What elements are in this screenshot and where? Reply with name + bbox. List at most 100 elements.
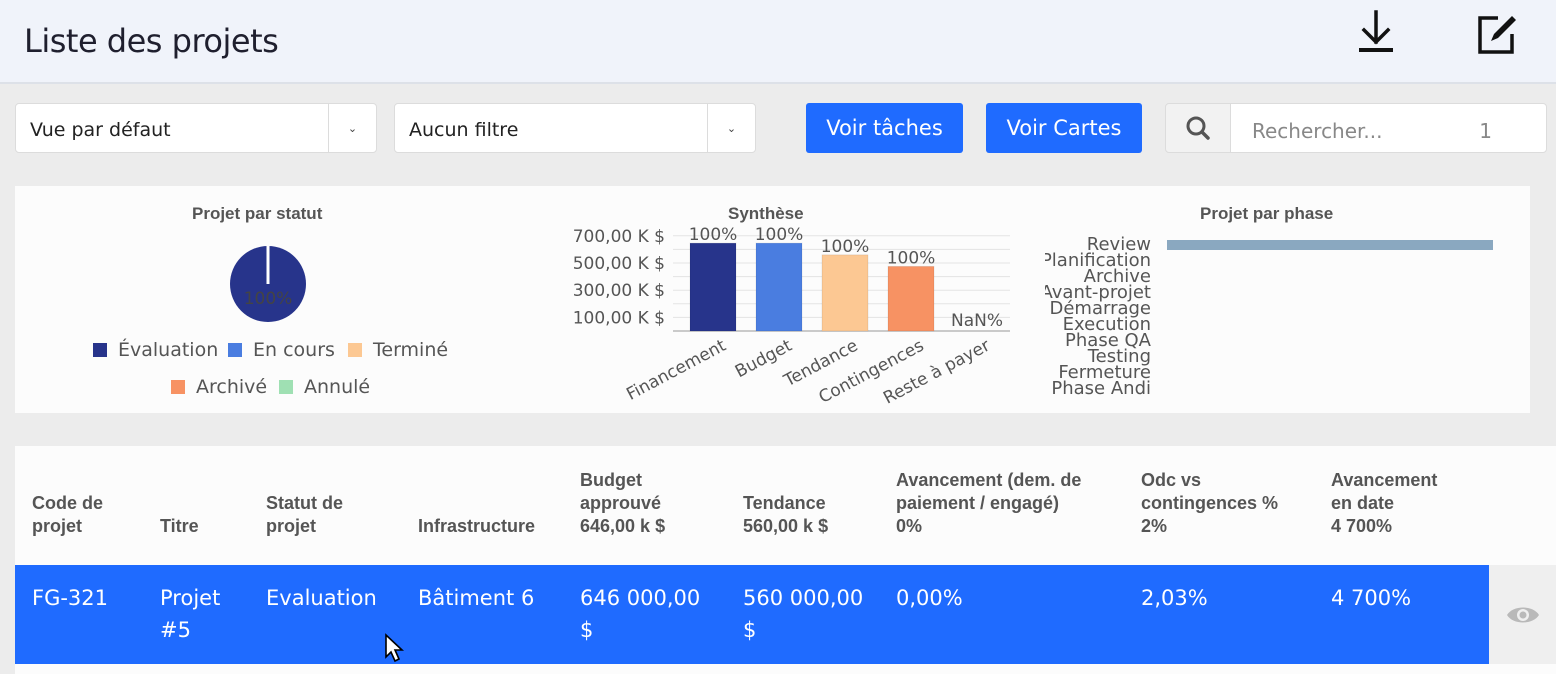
phase-chart-title: Projet par phase (1200, 204, 1334, 223)
column-header-line: Odc vs (1141, 470, 1202, 490)
column-header-line: paiement / engagé) (896, 493, 1060, 513)
legend-item[interactable]: Terminé (348, 339, 448, 361)
synthese-bar-chart: 100,00 K $ 300,00 K $ 500,00 K $ 700,00 K $… (573, 226, 1010, 409)
y-tick-label: 300,00 K $ (573, 281, 665, 301)
column-header-line: Budget (580, 470, 642, 490)
bar[interactable] (689, 242, 737, 332)
view-row-button[interactable] (1489, 565, 1556, 664)
table-cell-line: 646 000,00 (580, 586, 701, 610)
table-cell-line: $ (743, 618, 757, 642)
legend-item[interactable]: Annulé (279, 376, 370, 398)
page-header: Liste des projets (0, 0, 1556, 84)
table-cell: 0,00% (896, 582, 963, 614)
column-header-line: Avancement (1331, 470, 1438, 490)
y-tick-label: Avant-projet (1045, 282, 1151, 303)
column-header-line: Avancement (dem. de (896, 470, 1082, 490)
x-tick-label: Financement (623, 336, 729, 405)
table-cell-line: 2,03% (1141, 586, 1208, 610)
filter-select[interactable]: Aucun filtre ⌄ (394, 103, 756, 153)
search-placeholder: Rechercher... (1252, 119, 1383, 143)
bar-data-label: 100% (887, 248, 936, 268)
legend-swatch (228, 343, 242, 357)
table-cell-line: Bâtiment 6 (418, 586, 535, 610)
eye-icon (1506, 607, 1539, 622)
bar[interactable] (1167, 240, 1493, 250)
y-tick-label: 100,00 K $ (573, 308, 665, 328)
column-header-line: 0% (896, 516, 923, 536)
legend-swatch (171, 380, 185, 394)
legend-item[interactable]: Archivé (171, 376, 267, 398)
view-select[interactable]: Vue par défaut ⌄ (15, 103, 377, 153)
table-cell-line: Evaluation (266, 586, 377, 610)
column-header-line: projet (32, 516, 83, 536)
column-header[interactable]: Statut de projet (266, 492, 343, 538)
column-header[interactable]: Avancement en date 4 700% (1331, 469, 1437, 538)
view-cards-button[interactable]: Voir Cartes (986, 103, 1142, 153)
column-header[interactable]: Code de projet (32, 492, 103, 538)
bar[interactable] (755, 242, 803, 332)
status-pie-chart: 100% (230, 246, 306, 322)
phase-bar-chart: ReviewPlanificationArchiveAvant-projetDé… (1045, 236, 1493, 399)
search-icon (1186, 116, 1210, 140)
legend-label: Terminé (373, 339, 449, 361)
table-cell-line: $ (580, 618, 594, 642)
column-header-line: 2% (1141, 516, 1168, 536)
y-tick-label: Phase Andi (1051, 378, 1151, 399)
legend-label: Annulé (304, 376, 371, 398)
column-header[interactable]: Infrastructure (418, 515, 535, 538)
column-header-line: en date (1331, 493, 1395, 513)
column-header-line: Titre (160, 516, 199, 536)
y-tick-label: 700,00 K $ (573, 227, 665, 247)
legend-swatch (93, 343, 107, 357)
bar-data-label: 100% (689, 226, 738, 245)
edit-icon[interactable] (1474, 8, 1518, 56)
table-cell: 560 000,00 $ (743, 582, 863, 646)
mouse-cursor-icon (385, 633, 405, 663)
column-header[interactable]: Avancement (dem. de paiement / engagé) 0% (896, 469, 1081, 538)
y-tick-label: Planification (1045, 250, 1151, 271)
column-header[interactable]: Tendance 560,00 k $ (743, 492, 828, 538)
y-tick-label: Review (1087, 236, 1151, 255)
legend-label: En cours (253, 339, 335, 361)
y-tick-label: Phase QA (1065, 330, 1152, 351)
pie-data-label: 100% (244, 289, 293, 309)
table-cell: FG-321 (32, 582, 108, 614)
chevron-down-icon[interactable]: ⌄ (707, 104, 755, 152)
table-cell-line: FG-321 (32, 586, 109, 610)
table-cell: 4 700% (1331, 582, 1411, 614)
charts-panel: Projet par statut 100% Évaluation En cour… (15, 186, 1530, 413)
table-cell-line: #5 (160, 618, 191, 642)
search-button[interactable] (1165, 103, 1231, 153)
table-cell: Bâtiment 6 (418, 582, 534, 614)
table-cell: Evaluation (266, 582, 377, 614)
bar-data-label: 100% (821, 237, 870, 257)
synthese-chart-title: Synthèse (728, 204, 804, 223)
bar[interactable] (887, 265, 935, 332)
y-tick-label: Démarrage (1049, 298, 1151, 319)
result-count: 1 (1479, 119, 1492, 143)
legend-item[interactable]: En cours (228, 339, 335, 361)
y-tick-label: Execution (1063, 314, 1151, 335)
table-cell-line: 0,00% (896, 586, 963, 610)
status-chart-title: Projet par statut (192, 204, 323, 223)
column-header[interactable]: Titre (160, 515, 199, 538)
download-icon[interactable] (1354, 8, 1398, 56)
table-cell: 646 000,00 $ (580, 582, 700, 646)
table-row[interactable] (15, 565, 1489, 664)
legend-swatch (279, 380, 293, 394)
bar-data-label: NaN% (951, 311, 1003, 331)
view-select-value: Vue par défaut (30, 119, 171, 141)
y-tick-label: Archive (1084, 266, 1151, 287)
column-header-line: 560,00 k $ (743, 516, 829, 536)
search-input[interactable]: Rechercher... 1 (1230, 103, 1547, 153)
column-header-line: Tendance (743, 493, 826, 513)
column-header[interactable]: Odc vs contingences % 2% (1141, 469, 1278, 538)
column-header-line: projet (266, 516, 317, 536)
column-header-line: Code de (32, 493, 104, 513)
filter-select-value: Aucun filtre (409, 119, 519, 141)
chevron-down-icon[interactable]: ⌄ (328, 104, 376, 152)
legend-item[interactable]: Évaluation (93, 339, 218, 361)
view-tasks-button[interactable]: Voir tâches (806, 103, 963, 153)
column-header[interactable]: Budget approuvé 646,00 k $ (580, 469, 665, 538)
bar[interactable] (821, 254, 869, 332)
